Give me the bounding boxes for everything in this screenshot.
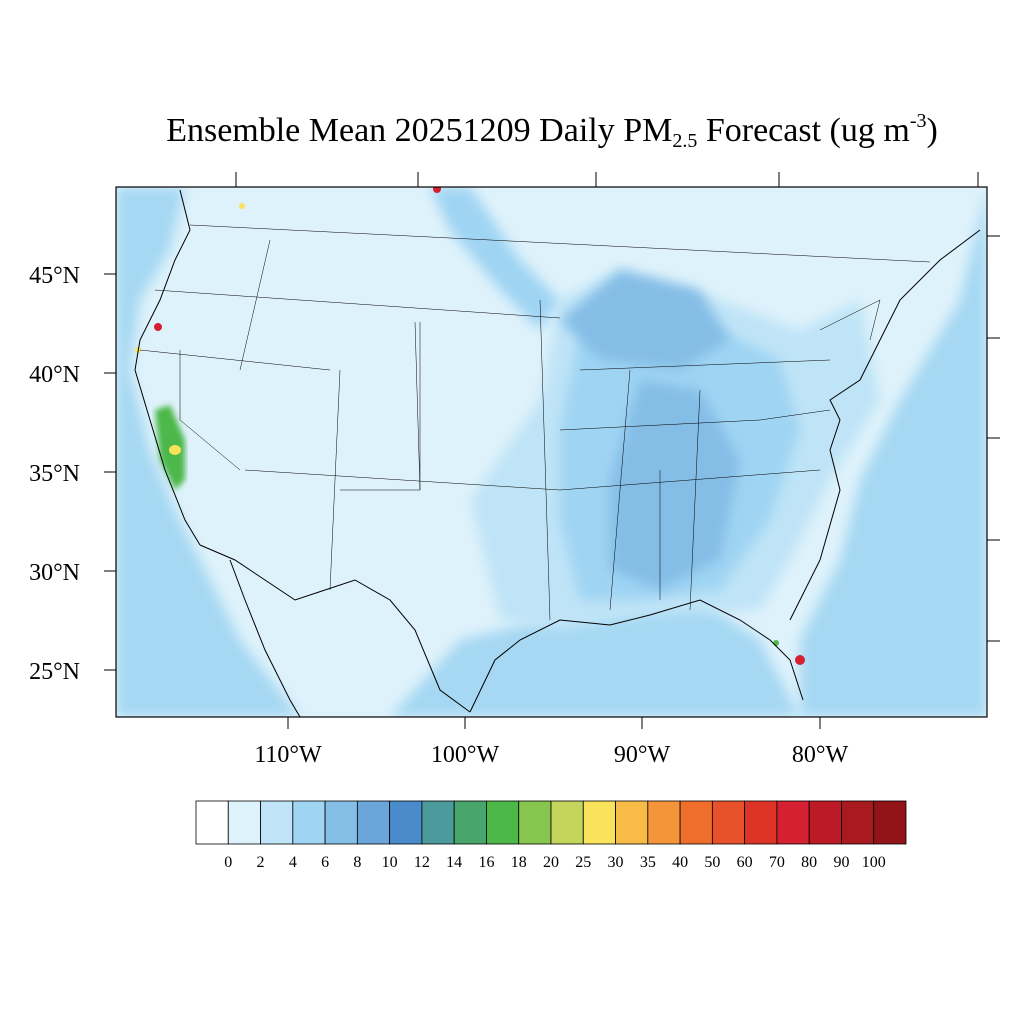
title-main: Ensemble Mean 20251209 Daily PM — [166, 112, 673, 149]
colorbar-label: 40 — [672, 854, 688, 871]
lon-label-100: 100°W — [431, 742, 500, 768]
colorbar-label: 30 — [608, 854, 624, 871]
colorbar-label: 2 — [257, 854, 265, 871]
colorbar-swatch — [453, 800, 487, 845]
lon-label-110: 110°W — [254, 742, 322, 768]
colorbar-swatch — [195, 800, 229, 845]
atlantic-band — [800, 187, 987, 717]
lon-label-80: 80°W — [792, 742, 849, 768]
lon-label-90: 90°W — [614, 742, 671, 768]
hotspot-oregon — [154, 323, 162, 331]
colorbar-label: 4 — [289, 854, 297, 871]
colorbar-label: 12 — [414, 854, 430, 871]
map-title: Ensemble Mean 20251209 Daily PM2.5 Forec… — [0, 110, 1024, 152]
colorbar-swatch — [679, 800, 713, 845]
colorbar-swatch — [711, 800, 746, 845]
title-subscript: 2.5 — [672, 130, 698, 152]
colorbar-label: 14 — [446, 854, 462, 871]
lat-label-45: 45°N — [29, 263, 80, 289]
colorbar-labels: 0 2 4 6 8 10 12 14 16 18 20 25 30 35 40 50 60 70 80 90 100 — [224, 854, 885, 871]
lat-label-30: 30°N — [29, 560, 80, 586]
colorbar-label: 35 — [640, 854, 656, 871]
colorbar-label: 8 — [353, 854, 361, 871]
colorbar-swatch — [421, 800, 455, 845]
lat-label-25: 25°N — [29, 659, 80, 685]
colorbar-label: 100 — [862, 854, 886, 871]
colorbar-label: 0 — [224, 854, 232, 871]
east-strong-region — [610, 380, 740, 590]
colorbar-label: 16 — [478, 854, 494, 871]
great-lakes-region — [560, 270, 730, 370]
colorbar-swatch — [808, 800, 842, 845]
title-superscript: -3 — [909, 110, 927, 132]
hotspot-florida — [795, 655, 805, 665]
northern-plume — [430, 187, 560, 330]
colorbar-swatch — [227, 800, 261, 845]
state-borders — [139, 224, 931, 621]
colorbar-swatch — [647, 800, 681, 845]
coastline — [134, 189, 981, 717]
colorbar-swatch — [486, 800, 520, 845]
colorbar-swatch — [776, 800, 810, 845]
lat-label-40: 40°N — [29, 362, 80, 388]
colorbar-label: 25 — [575, 854, 591, 871]
colorbar-label: 80 — [801, 854, 817, 871]
colorbar — [195, 800, 907, 845]
map-field — [116, 187, 987, 717]
colorbar-swatch — [324, 800, 358, 845]
colorbar-label: 6 — [321, 854, 329, 871]
colorbar-swatch — [260, 800, 294, 845]
lat-label-35: 35°N — [29, 461, 80, 487]
colorbar-label: 90 — [833, 854, 849, 871]
colorbar-swatch — [744, 800, 778, 845]
title-rest: Forecast (ug m — [697, 112, 910, 149]
hotspot-canada — [433, 187, 441, 193]
colorbar-label: 50 — [704, 854, 720, 871]
gulf-band — [390, 600, 800, 717]
colorbar-swatch — [582, 800, 616, 845]
colorbar-swatch — [873, 800, 907, 845]
colorbar-label: 60 — [737, 854, 753, 871]
colorbar-swatch — [292, 800, 326, 845]
colorbar-swatch — [518, 800, 552, 845]
colorbar-label: 18 — [511, 854, 527, 871]
hotspot-yellow — [169, 445, 181, 455]
hotspot-florida-west — [773, 640, 779, 646]
pacific-ocean-band — [116, 187, 300, 717]
colorbar-swatch — [550, 800, 584, 845]
colorbar-swatch — [615, 800, 649, 845]
hotspot-washington — [239, 203, 245, 209]
colorbar-swatch — [841, 800, 875, 845]
colorbar-label: 70 — [769, 854, 785, 871]
map-ticks — [104, 172, 1000, 729]
map-frame — [115, 186, 988, 718]
title-close: ) — [926, 112, 938, 149]
colorbar-swatch — [356, 800, 391, 845]
colorbar-label: 20 — [543, 854, 559, 871]
colorbar-label: 10 — [382, 854, 398, 871]
colorbar-swatch — [389, 800, 423, 845]
